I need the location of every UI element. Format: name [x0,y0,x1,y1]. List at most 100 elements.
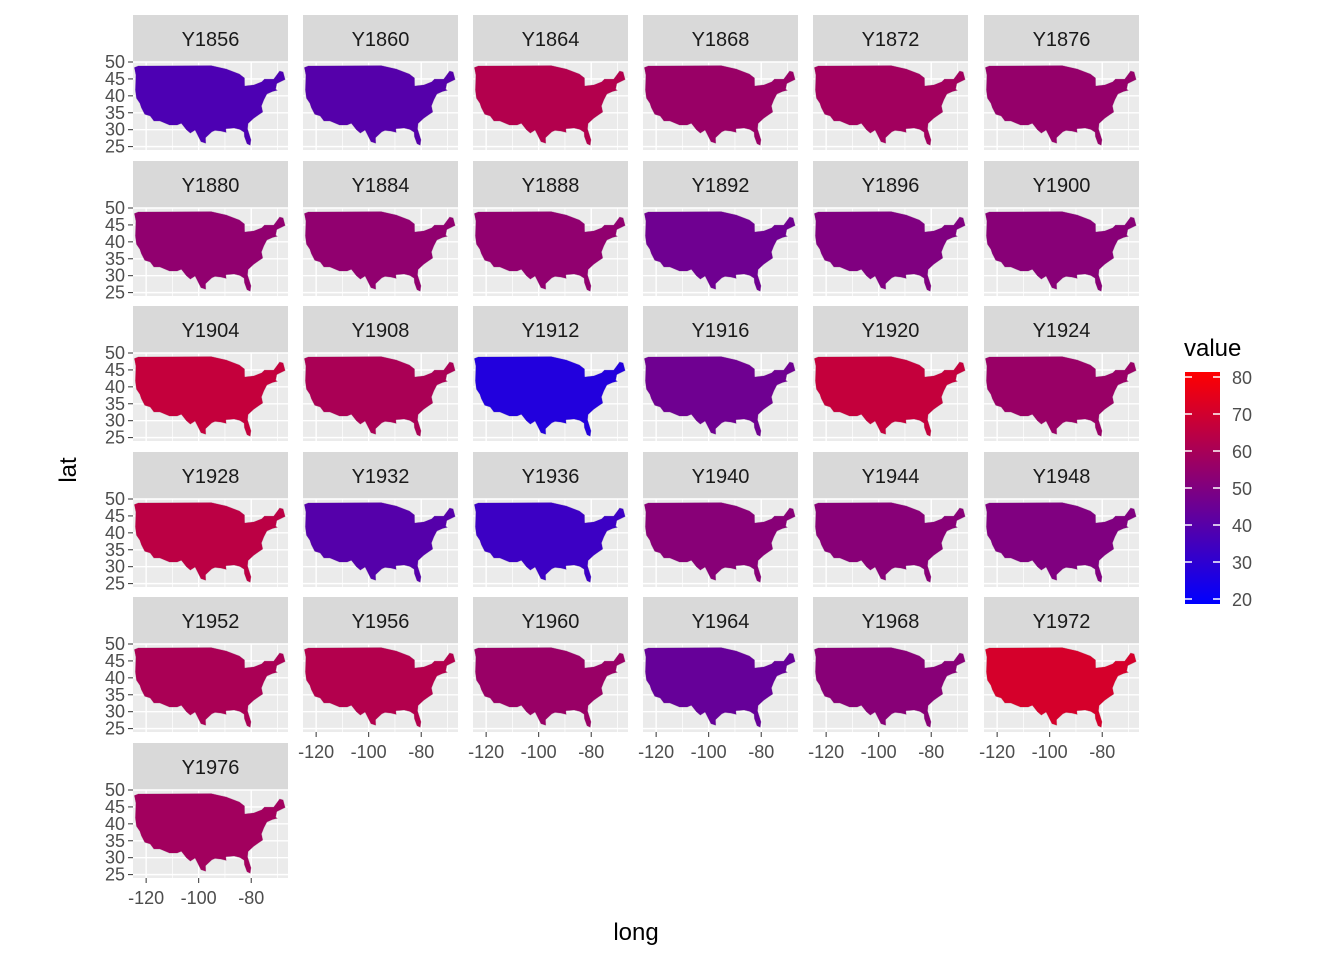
facet-strip [133,15,288,62]
us-map-shape [133,502,286,583]
us-map-shape [984,211,1137,292]
facet-strip [303,161,458,208]
facet-label: Y1900 [1033,175,1091,197]
y-tick-label: 50 [105,780,125,800]
facet-label: Y1892 [692,175,750,197]
x-tick-label: -80 [238,888,264,908]
facet-strip [984,161,1139,208]
legend-tick-label: 50 [1232,479,1252,499]
y-tick-label: 40 [105,86,125,106]
y-tick-label: 50 [105,52,125,72]
facet-strip [813,306,968,353]
facet-label: Y1920 [862,320,920,342]
y-tick-label: 45 [105,506,125,526]
facet-panel: Y1956 [303,597,458,732]
y-tick-label: 35 [105,540,125,560]
facet-label: Y1860 [352,29,410,51]
facet-strip [984,306,1139,353]
facet-panel: Y1916 [643,306,798,441]
legend-tick-label: 80 [1232,368,1252,388]
y-tick-label: 50 [105,634,125,654]
legend-tick-label: 30 [1232,553,1252,573]
facet-panels: Y1856 Y1860 Y1864 Y1868 Y1872 Y1876 Y1880 Y1884… [133,15,1139,878]
facet-strip [133,161,288,208]
facet-panel: Y1928 [133,452,288,587]
facet-strip [303,306,458,353]
facet-label: Y1912 [522,320,580,342]
x-tick-label: -120 [808,742,844,762]
us-map-shape [133,356,286,437]
facet-strip [643,597,798,644]
y-tick-label: 25 [105,574,125,594]
facet-label: Y1916 [692,320,750,342]
facet-panel: Y1952 [133,597,288,732]
facet-strip [133,306,288,353]
facet-panel: Y1856 [133,15,288,150]
facet-label: Y1936 [522,466,580,488]
us-map-shape [133,647,286,728]
us-map-shape [473,502,626,583]
y-tick-label: 40 [105,814,125,834]
facet-strip [813,597,968,644]
us-map-shape [303,356,456,437]
facet-label: Y1968 [862,611,920,633]
us-map-shape [133,793,286,874]
facet-label: Y1944 [862,466,920,488]
y-tick-label: 30 [105,266,125,286]
y-tick-label: 25 [105,719,125,739]
facet-label: Y1872 [862,29,920,51]
x-tick-label: -100 [351,742,387,762]
y-tick-label: 45 [105,651,125,671]
us-map-shape [813,502,966,583]
x-tick-label: -100 [861,742,897,762]
facet-label: Y1880 [182,175,240,197]
facet-strip [984,452,1139,499]
us-map-shape [643,647,796,728]
us-map-shape [303,647,456,728]
legend-title: value [1184,335,1241,362]
facet-label: Y1964 [692,611,750,633]
facet-label: Y1960 [522,611,580,633]
us-map-shape [473,647,626,728]
facet-label: Y1952 [182,611,240,633]
us-map-shape [813,65,966,146]
us-map-shape [473,211,626,292]
facet-label: Y1976 [182,757,240,779]
y-tick-label: 45 [105,69,125,89]
facet-label: Y1972 [1033,611,1091,633]
legend: value 80 70 60 50 40 30 20 [1184,335,1252,610]
facet-label: Y1896 [862,175,920,197]
us-map-shape [643,65,796,146]
facet-strip [643,161,798,208]
us-map-shape [984,65,1137,146]
legend-tick-label: 60 [1232,442,1252,462]
facet-strip [473,597,628,644]
y-tick-label: 30 [105,702,125,722]
facet-strip [643,306,798,353]
facet-label: Y1932 [352,466,410,488]
facet-panel: Y1944 [813,452,968,587]
facet-strip [303,452,458,499]
us-map-shape [473,65,626,146]
us-map-shape [133,65,286,146]
facet-panel: Y1972 [984,597,1139,732]
us-map-shape [984,356,1137,437]
y-tick-label: 45 [105,797,125,817]
y-tick-label: 45 [105,360,125,380]
facet-label: Y1884 [352,175,410,197]
x-tick-label: -120 [979,742,1015,762]
legend-tick-label: 40 [1232,516,1252,536]
x-tick-label: -120 [468,742,504,762]
facet-panel: Y1948 [984,452,1139,587]
facet-strip [473,452,628,499]
facet-label: Y1908 [352,320,410,342]
x-tick-label: -80 [578,742,604,762]
x-tick-label: -80 [748,742,774,762]
facet-panel: Y1888 [473,161,628,296]
facet-panel: Y1964 [643,597,798,732]
facet-strip [813,452,968,499]
y-tick-label: 30 [105,848,125,868]
facet-panel: Y1900 [984,161,1139,296]
us-map-shape [813,356,966,437]
us-map-shape [643,356,796,437]
